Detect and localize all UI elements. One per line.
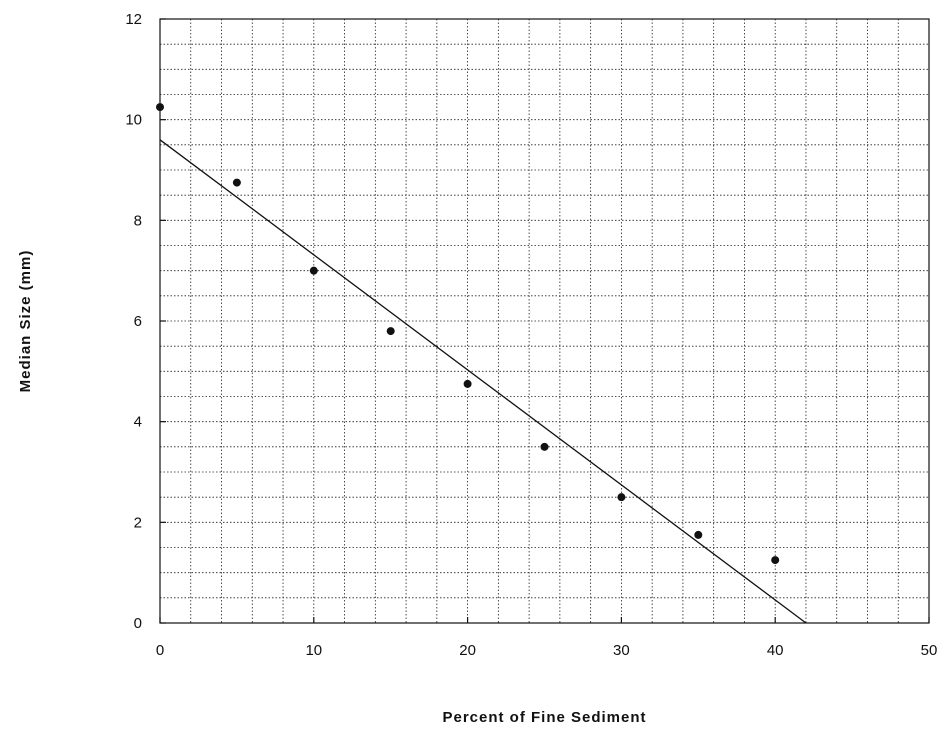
data-point — [386, 327, 395, 336]
x-tick-label: 30 — [613, 642, 630, 659]
y-axis-title: Median Size (mm) — [17, 250, 34, 393]
regression-line — [159, 139, 807, 624]
y-tick-label: 4 — [134, 414, 142, 431]
x-axis-tick-labels: 0 10 20 30 40 50 — [156, 642, 938, 659]
data-points — [156, 103, 780, 565]
x-tick-label: 10 — [305, 642, 322, 659]
chart-grid — [160, 19, 929, 623]
y-tick-label: 6 — [134, 313, 142, 330]
data-point — [540, 442, 549, 451]
axis-ticks — [159, 18, 930, 624]
x-tick-label: 50 — [921, 642, 938, 659]
x-tick-label: 40 — [767, 642, 784, 659]
data-point — [309, 266, 318, 275]
data-point — [617, 493, 626, 502]
y-tick-label: 12 — [125, 11, 142, 28]
x-tick-label: 0 — [156, 642, 164, 659]
data-point — [694, 530, 703, 539]
x-tick-label: 20 — [459, 642, 476, 659]
data-point — [771, 556, 780, 565]
plot-frame — [159, 18, 930, 624]
y-tick-label: 8 — [134, 212, 142, 229]
x-axis-title: Percent of Fine Sediment — [442, 709, 646, 726]
y-axis-tick-labels: 0 2 4 6 8 10 12 — [125, 11, 142, 632]
y-tick-label: 2 — [134, 514, 142, 531]
data-point — [463, 379, 472, 388]
y-tick-label: 10 — [125, 112, 142, 129]
y-tick-label: 0 — [134, 615, 142, 632]
fit-line-group — [159, 139, 807, 624]
data-point — [232, 178, 241, 187]
data-point — [156, 103, 164, 112]
